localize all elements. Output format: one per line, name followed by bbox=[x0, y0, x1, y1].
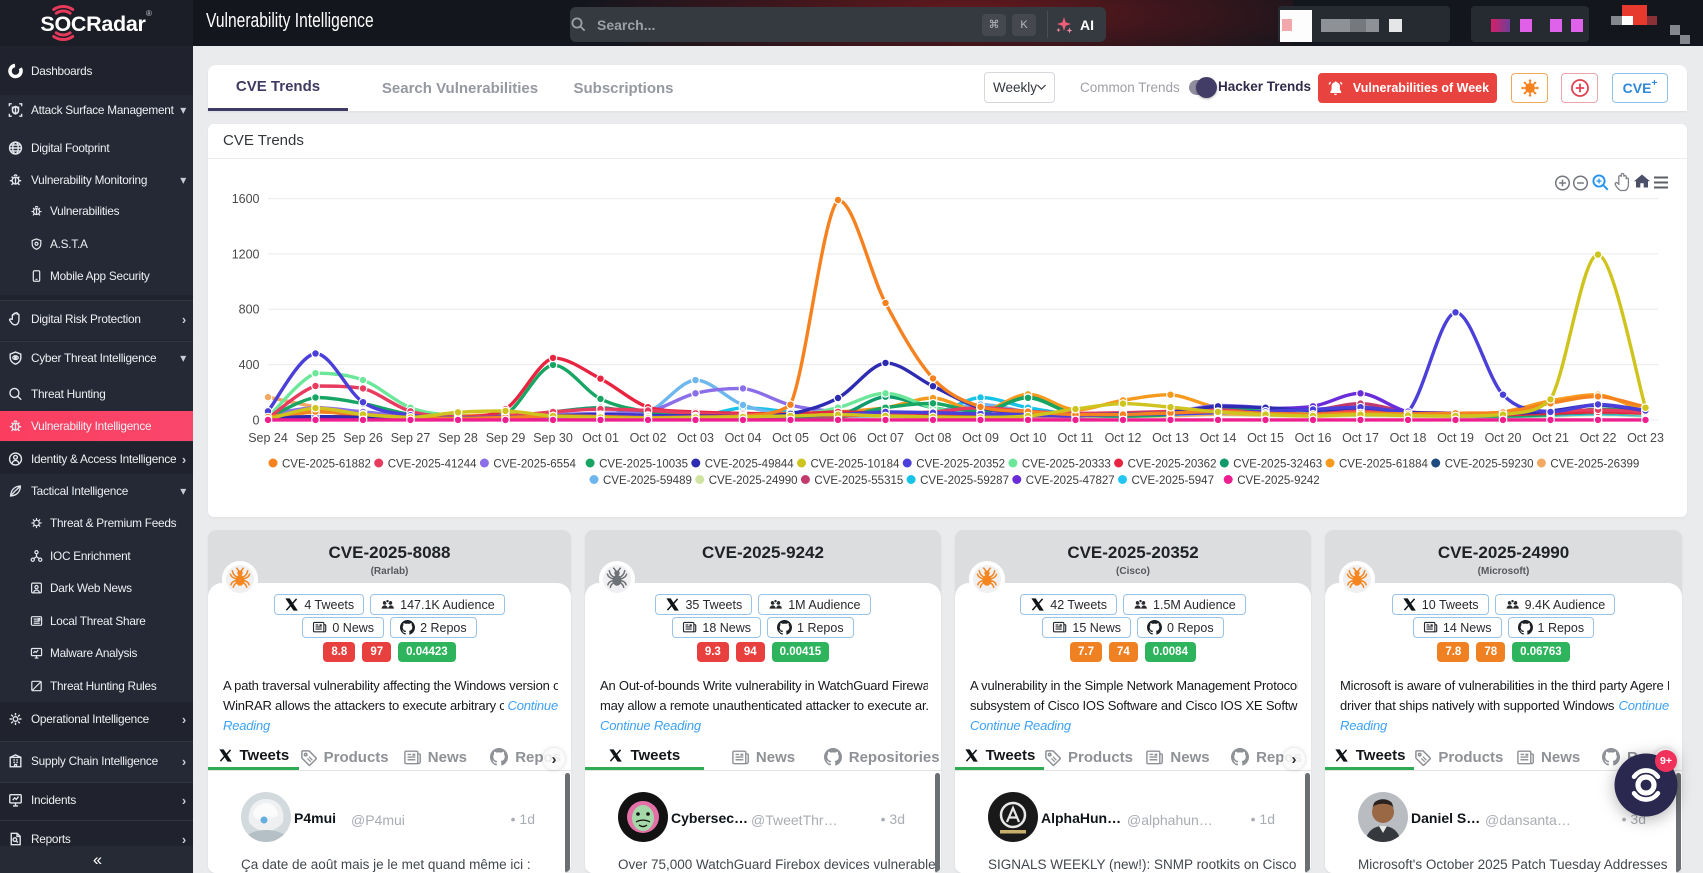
svg-text:CVE-2025-32463: CVE-2025-32463 bbox=[1233, 459, 1322, 471]
svg-text:Oct 05: Oct 05 bbox=[772, 431, 809, 445]
svg-text:CVE-2025-9242: CVE-2025-9242 bbox=[1237, 475, 1319, 487]
svg-text:CVE-2025-59230: CVE-2025-59230 bbox=[1445, 459, 1534, 471]
svg-text:Oct 23: Oct 23 bbox=[1627, 431, 1664, 445]
svg-text:Oct 15: Oct 15 bbox=[1247, 431, 1284, 445]
svg-text:Sep 28: Sep 28 bbox=[438, 431, 478, 445]
svg-text:Oct 12: Oct 12 bbox=[1105, 431, 1142, 445]
svg-text:CVE-2025-55315: CVE-2025-55315 bbox=[814, 475, 903, 487]
svg-text:800: 800 bbox=[239, 303, 260, 317]
svg-text:CVE-2025-10184: CVE-2025-10184 bbox=[811, 459, 900, 471]
svg-text:CVE-2025-26399: CVE-2025-26399 bbox=[1550, 459, 1639, 471]
svg-text:Oct 09: Oct 09 bbox=[962, 431, 999, 445]
svg-text:Oct 02: Oct 02 bbox=[630, 431, 667, 445]
svg-text:Oct 19: Oct 19 bbox=[1437, 431, 1474, 445]
svg-text:CVE-2025-20362: CVE-2025-20362 bbox=[1128, 459, 1217, 471]
svg-text:Oct 16: Oct 16 bbox=[1295, 431, 1332, 445]
svg-text:CVE-2025-20333: CVE-2025-20333 bbox=[1022, 459, 1111, 471]
svg-text:CVE-2025-20352: CVE-2025-20352 bbox=[916, 459, 1005, 471]
svg-text:1600: 1600 bbox=[232, 192, 260, 206]
svg-text:400: 400 bbox=[239, 358, 260, 372]
svg-text:Sep 26: Sep 26 bbox=[343, 431, 383, 445]
svg-text:Oct 21: Oct 21 bbox=[1532, 431, 1569, 445]
svg-text:Sep 27: Sep 27 bbox=[391, 431, 431, 445]
svg-text:Oct 06: Oct 06 bbox=[820, 431, 857, 445]
svg-text:Sep 25: Sep 25 bbox=[296, 431, 336, 445]
svg-text:Sep 30: Sep 30 bbox=[533, 431, 573, 445]
svg-text:1200: 1200 bbox=[232, 247, 260, 261]
svg-text:Oct 04: Oct 04 bbox=[725, 431, 762, 445]
svg-text:CVE-2025-49844: CVE-2025-49844 bbox=[705, 459, 794, 471]
svg-text:Oct 20: Oct 20 bbox=[1485, 431, 1522, 445]
svg-text:CVE-2025-47827: CVE-2025-47827 bbox=[1026, 475, 1115, 487]
svg-text:CVE-2025-61882: CVE-2025-61882 bbox=[282, 459, 371, 471]
svg-text:CVE-2025-5947: CVE-2025-5947 bbox=[1132, 475, 1214, 487]
svg-text:Oct 18: Oct 18 bbox=[1390, 431, 1427, 445]
svg-text:Oct 01: Oct 01 bbox=[582, 431, 619, 445]
svg-text:Oct 08: Oct 08 bbox=[915, 431, 952, 445]
svg-text:Sep 24: Sep 24 bbox=[248, 431, 288, 445]
svg-text:0: 0 bbox=[253, 413, 260, 427]
svg-text:Oct 14: Oct 14 bbox=[1200, 431, 1237, 445]
svg-text:Oct 03: Oct 03 bbox=[677, 431, 714, 445]
svg-text:Oct 17: Oct 17 bbox=[1342, 431, 1379, 445]
svg-text:CVE-2025-61884: CVE-2025-61884 bbox=[1339, 459, 1428, 471]
svg-text:Oct 07: Oct 07 bbox=[867, 431, 904, 445]
svg-text:CVE-2025-6554: CVE-2025-6554 bbox=[493, 459, 576, 471]
svg-text:Oct 10: Oct 10 bbox=[1010, 431, 1047, 445]
svg-text:CVE-2025-24990: CVE-2025-24990 bbox=[709, 475, 798, 487]
svg-text:Oct 13: Oct 13 bbox=[1152, 431, 1189, 445]
svg-text:Oct 11: Oct 11 bbox=[1058, 431, 1094, 445]
svg-text:CVE-2025-59287: CVE-2025-59287 bbox=[920, 475, 1009, 487]
svg-text:Oct 22: Oct 22 bbox=[1580, 431, 1617, 445]
svg-text:CVE-2025-41244: CVE-2025-41244 bbox=[388, 459, 477, 471]
svg-text:Sep 29: Sep 29 bbox=[486, 431, 526, 445]
svg-text:CVE-2025-10035: CVE-2025-10035 bbox=[599, 459, 688, 471]
svg-text:CVE-2025-59489: CVE-2025-59489 bbox=[603, 475, 692, 487]
svg-text:SOCRadar: SOCRadar bbox=[40, 12, 146, 36]
svg-text:®: ® bbox=[146, 9, 152, 18]
